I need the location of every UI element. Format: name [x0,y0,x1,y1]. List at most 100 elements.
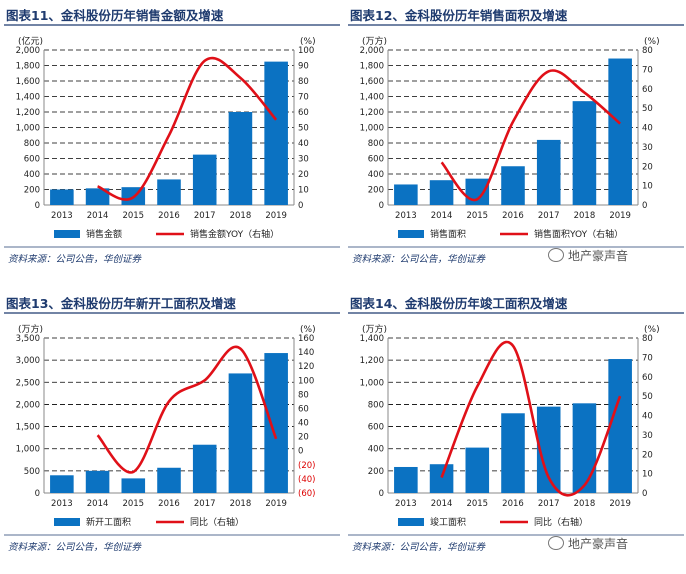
right-tick-label: 120 [298,362,314,372]
right-tick-label: 20 [298,170,309,180]
x-tick-label: 2017 [538,499,560,509]
x-tick-label: 2017 [194,499,216,509]
bar-2015 [465,178,490,205]
x-tick-label: 2013 [395,499,417,509]
left-tick-label: 1,200 [360,108,384,118]
right-tick-label: 40 [298,139,309,149]
right-tick-label: (20) [298,461,315,471]
right-tick-label: 50 [298,124,309,134]
left-tick-label: 2,000 [360,46,384,56]
x-tick-label: 2018 [230,499,252,509]
left-tick-label: 600 [368,155,384,165]
bar-2017 [192,444,217,493]
left-tick-label: 1,000 [16,445,40,455]
bar-2013 [394,466,418,493]
right-tick-label: 60 [642,85,653,95]
left-axis-unit: (万方) [362,323,387,335]
bar-2016 [501,413,525,493]
bar-2018 [228,112,253,205]
legend-bar-label: 销售金额 [86,228,122,240]
right-tick-label: 30 [298,155,309,165]
right-tick-label: 70 [642,65,653,75]
chart-panel-completions: 图表14、金科股份历年竣工面积及增速 (万方) (%) 0 200 400 600 800 1,… [348,292,684,573]
legend-bar-label: 新开工面积 [86,516,131,528]
right-tick-label: 60 [298,404,309,414]
left-tick-label: 2,000 [16,400,40,410]
bar-2017 [192,154,217,205]
right-tick-label: 20 [642,450,653,460]
right-tick-label: 80 [642,46,653,56]
right-tick-label: (40) [298,475,315,485]
x-tick-label: 2013 [51,499,73,509]
bar-2013 [394,184,418,205]
x-tick-label: 2014 [87,499,109,509]
x-tick-label: 2015 [122,499,144,509]
right-tick-label: 0 [642,489,647,499]
left-tick-label: 200 [368,186,384,196]
chart-panel-sales-area: 图表12、金科股份历年销售面积及增速 (万方) (%) 0 200 400 600 800 1,… [348,4,684,285]
bar-2018 [572,403,597,493]
x-tick-label: 2016 [502,211,524,221]
source-note: 资料来源：公司公告，华创证券 [352,253,487,265]
left-tick-label: 800 [368,139,384,149]
chart-sales-amount: 图表11、金科股份历年销售金额及增速(亿元) (%)02004006008001,… [4,8,340,265]
left-tick-label: 3,000 [16,356,40,366]
right-tick-label: (60) [298,489,315,499]
left-tick-label: 200 [368,467,384,477]
left-tick-label: 1,200 [16,108,40,118]
bar-2019 [264,353,288,493]
bar-2016 [157,467,181,493]
left-tick-label: 1,500 [16,423,40,433]
chart-title: 图表14、金科股份历年竣工面积及增速 [350,296,568,311]
legend-bar-swatch [54,518,80,526]
left-tick-label: 2,000 [16,46,40,56]
left-tick-label: 1,200 [360,356,384,366]
bar-2014 [85,188,110,205]
left-tick-label: 400 [24,170,40,180]
x-tick-label: 2019 [609,211,631,221]
bar-2016 [157,179,181,205]
right-tick-label: 60 [642,373,653,383]
right-tick-label: 100 [298,376,314,386]
legend-bar-swatch [398,518,424,526]
chart-title: 图表12、金科股份历年销售面积及增速 [350,8,568,23]
bar-2013 [50,475,74,493]
left-tick-label: 1,400 [360,93,384,103]
bar-2017 [536,139,561,205]
right-axis-unit: (%) [300,37,316,47]
watermark-top: 地产豪声音 [548,247,628,264]
left-tick-label: 600 [368,423,384,433]
right-tick-label: 40 [642,124,653,134]
x-tick-label: 2018 [574,499,596,509]
right-tick-label: 50 [642,104,653,114]
series-line-yoy [440,69,621,202]
bar-2015 [121,478,146,493]
bar-2014 [429,180,454,205]
wechat-icon [548,536,564,550]
x-tick-label: 2014 [431,499,453,509]
left-tick-label: 1,400 [360,334,384,344]
x-tick-label: 2016 [158,211,180,221]
x-tick-label: 2014 [431,211,453,221]
x-tick-label: 2018 [574,211,596,221]
bar-2019 [608,359,632,493]
series-line-yoy [440,340,622,497]
x-tick-label: 2015 [122,211,144,221]
legend-line-label: 销售金额YOY（右轴） [190,228,279,240]
left-tick-label: 0 [35,489,40,499]
x-tick-label: 2019 [265,211,287,221]
left-tick-label: 1,800 [16,62,40,72]
right-tick-label: 30 [642,431,653,441]
right-tick-label: 40 [642,412,653,422]
chart-title: 图表13、金科股份历年新开工面积及增速 [6,296,236,311]
right-tick-label: 10 [642,470,653,480]
x-tick-label: 2018 [230,211,252,221]
right-tick-label: 0 [298,201,303,211]
right-axis-unit: (%) [644,37,660,47]
bar-2016 [501,166,525,205]
source-note: 资料来源：公司公告，华创证券 [352,541,487,553]
left-tick-label: 400 [368,445,384,455]
left-tick-label: 200 [24,186,40,196]
right-tick-label: 10 [642,182,653,192]
series-line-yoy [96,345,278,474]
